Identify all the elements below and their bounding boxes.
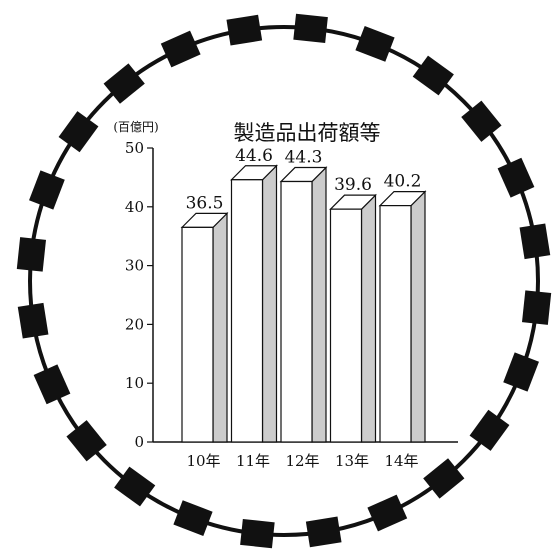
chart-title: 製造品出荷額等: [234, 121, 381, 145]
x-tick-label: 11年: [236, 452, 270, 470]
gear-tooth: [226, 14, 263, 46]
gear-tooth: [114, 466, 156, 507]
gear-tooth: [173, 500, 213, 536]
y-tick-label: 0: [134, 433, 144, 451]
bar-side: [261, 164, 278, 443]
gear-tooth: [412, 55, 454, 96]
y-tick-label: 10: [125, 374, 144, 392]
gear-tooth: [16, 237, 47, 272]
gear-tooth: [355, 26, 395, 62]
data-label: 44.3: [285, 148, 323, 168]
bar-front: [379, 205, 412, 443]
y-axis-ticks: 0 10 20 30 40 50: [125, 139, 153, 451]
x-axis-ticks: 10年 11年 12年 13年 14年: [186, 452, 418, 470]
bar: [279, 166, 328, 443]
x-tick-label: 13年: [335, 452, 369, 470]
gear-tooth: [17, 302, 49, 339]
gear-ring: [28, 25, 540, 537]
gear-tooth: [33, 364, 71, 405]
gear-tooth: [66, 420, 107, 462]
y-tick-label: 20: [125, 315, 144, 333]
x-tick-label: 10年: [186, 452, 220, 470]
gear-tooth: [240, 518, 275, 549]
bar-front: [181, 226, 214, 443]
gear-tooth: [293, 13, 328, 44]
data-label: 39.6: [334, 175, 372, 195]
gear-tooth: [461, 100, 502, 142]
gear-frame: [16, 13, 552, 549]
bar: [180, 211, 229, 443]
bar: [329, 193, 377, 443]
bar-side: [311, 166, 327, 443]
gear-tooth: [305, 516, 342, 548]
bar-side: [410, 190, 426, 443]
y-tick-label: 50: [125, 139, 144, 157]
bar-front: [329, 208, 363, 443]
bar: [378, 190, 427, 443]
bars: 36.5 44.6 44.3 39.6 40.2: [180, 146, 427, 443]
bar-front: [230, 179, 264, 443]
bar-front: [280, 180, 313, 443]
x-tick-label: 12年: [285, 452, 319, 470]
bar-side: [212, 211, 228, 443]
y-axis-label: (百億円): [113, 120, 158, 134]
gear-tooth: [29, 170, 65, 210]
gear-tooth: [521, 290, 552, 325]
gear-tooth: [160, 30, 201, 68]
gear-tooth: [519, 223, 551, 260]
gear-tooth: [423, 458, 465, 499]
bar: [230, 164, 278, 443]
data-label: 36.5: [186, 193, 224, 213]
x-tick-label: 14年: [384, 452, 418, 470]
gear-tooth: [103, 63, 145, 104]
gear-tooth: [367, 494, 408, 532]
data-label: 44.6: [235, 146, 273, 166]
y-tick-label: 30: [125, 257, 144, 275]
gear-tooth: [469, 409, 510, 451]
gear-tooth: [497, 157, 535, 198]
gear-tooth: [503, 352, 539, 392]
bar-side: [360, 193, 377, 443]
data-label: 40.2: [384, 172, 422, 192]
y-tick-label: 40: [125, 198, 144, 216]
gear-tooth: [58, 111, 99, 153]
